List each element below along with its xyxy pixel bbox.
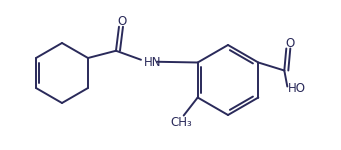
Text: HO: HO	[288, 82, 306, 95]
Text: HN: HN	[144, 56, 162, 69]
Text: O: O	[286, 37, 295, 50]
Text: CH₃: CH₃	[171, 116, 193, 129]
Text: O: O	[117, 15, 127, 28]
